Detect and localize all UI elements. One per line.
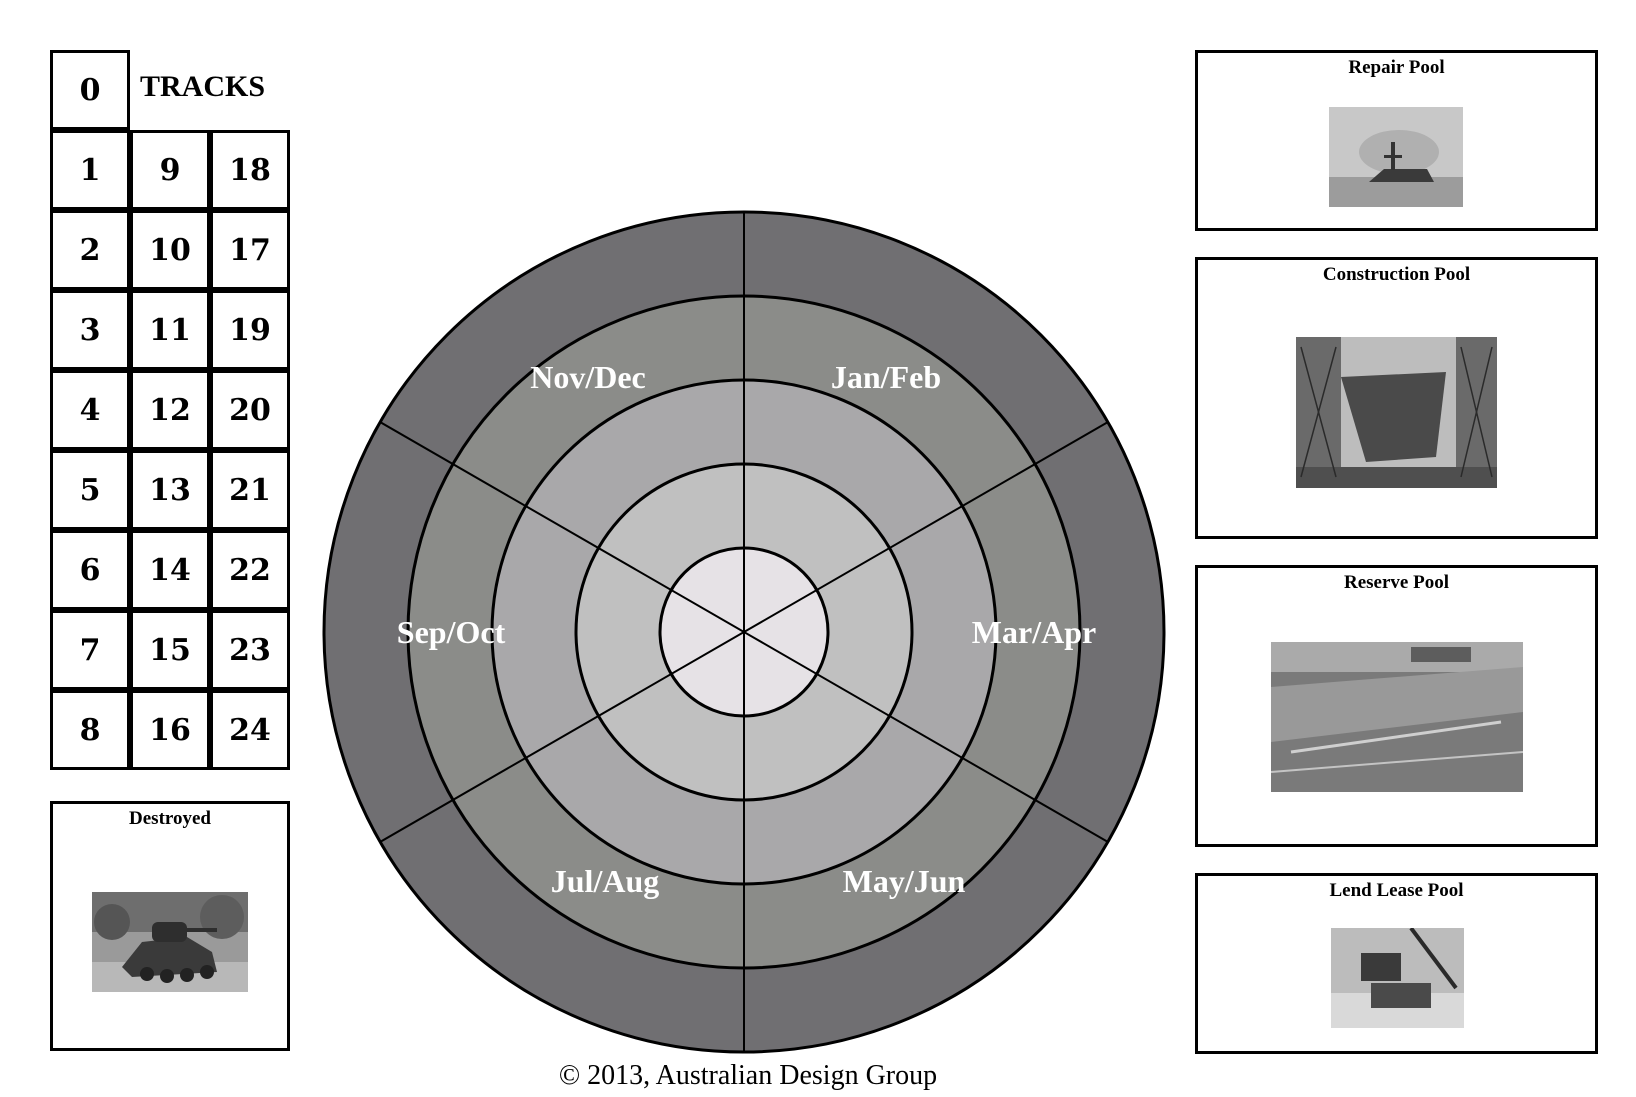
track-box[interactable]: 2 [50,210,130,290]
construction-pool-label: Construction Pool [1322,264,1471,285]
season-label-jan-feb: Jan/Feb [831,359,941,395]
track-box[interactable]: 21 [210,450,290,530]
track-box[interactable]: 12 [130,370,210,450]
track-box[interactable]: 10 [130,210,210,290]
wheel-divider [379,421,1109,843]
destroyed-tank-photo [92,892,248,992]
track-box[interactable]: 14 [130,530,210,610]
season-label-may-jun: May/Jun [843,863,966,899]
construction-shipyard-photo [1296,337,1497,488]
track-box[interactable]: 20 [210,370,290,450]
lend-lease-pool-box[interactable]: Lend Lease Pool [1195,873,1598,1054]
repair-pool-box[interactable]: Repair Pool [1195,50,1598,231]
track-box[interactable]: 4 [50,370,130,450]
reserve-airfield-photo [1271,642,1523,792]
track-box[interactable]: 5 [50,450,130,530]
repair-pool-label: Repair Pool [1348,57,1445,78]
season-label-sep-oct: Sep/Oct [397,614,506,650]
season-label-mar-apr: Mar/Apr [972,614,1096,650]
track-box[interactable]: 22 [210,530,290,610]
destroyed-box[interactable]: Destroyed [50,801,290,1051]
destroyed-label: Destroyed [129,808,211,829]
track-box-0[interactable]: 0 [50,50,130,130]
repair-ship-photo [1329,107,1463,207]
lend-lease-pool-label: Lend Lease Pool [1329,880,1464,901]
track-box[interactable]: 23 [210,610,290,690]
track-box[interactable]: 7 [50,610,130,690]
track-box[interactable]: 3 [50,290,130,370]
tracks-title: TRACKS [140,70,266,103]
track-box[interactable]: 13 [130,450,210,530]
track-box[interactable]: 19 [210,290,290,370]
track-box[interactable]: 11 [130,290,210,370]
construction-pool-box[interactable]: Construction Pool [1195,257,1598,539]
copyright-notice: © 2013, Australian Design Group [558,1060,938,1091]
lend-lease-cargo-photo [1331,928,1464,1028]
track-box[interactable]: 6 [50,530,130,610]
track-box[interactable]: 9 [130,130,210,210]
season-label-jul-aug: Jul/Aug [551,863,659,899]
reserve-pool-label: Reserve Pool [1344,572,1449,593]
track-box[interactable]: 24 [210,690,290,770]
track-box[interactable]: 16 [130,690,210,770]
track-box[interactable]: 15 [130,610,210,690]
track-box[interactable]: 18 [210,130,290,210]
season-label-nov-dec: Nov/Dec [530,359,646,395]
track-box[interactable]: 8 [50,690,130,770]
track-box[interactable]: 17 [210,210,290,290]
track-box[interactable]: 1 [50,130,130,210]
reserve-pool-box[interactable]: Reserve Pool [1195,565,1598,847]
